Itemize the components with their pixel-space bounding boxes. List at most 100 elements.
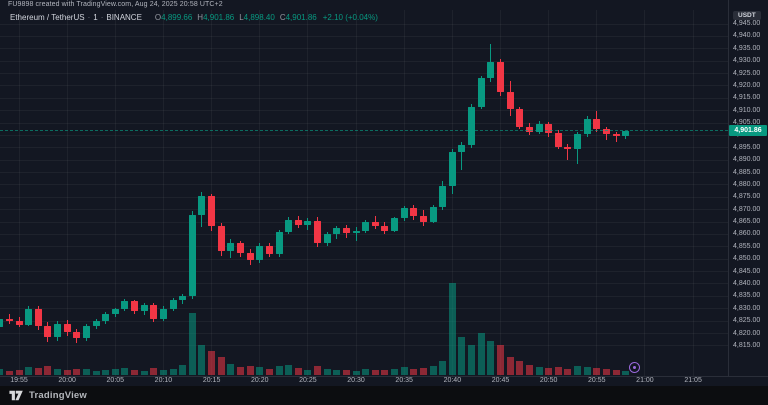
candle-body bbox=[169, 300, 177, 309]
candle-body bbox=[506, 92, 514, 110]
candle-body bbox=[111, 308, 119, 314]
gridline-h bbox=[0, 196, 728, 198]
candle-body bbox=[121, 301, 129, 309]
candle-body bbox=[92, 321, 100, 327]
candle-body bbox=[323, 234, 331, 244]
candle-wick bbox=[355, 227, 357, 241]
gridline-h bbox=[0, 320, 728, 322]
volume-bar bbox=[419, 368, 427, 375]
gridline-h bbox=[0, 209, 728, 211]
volume-bar bbox=[612, 370, 620, 375]
gridline-h bbox=[0, 271, 728, 273]
volume-bar bbox=[265, 369, 273, 375]
gridline-v bbox=[355, 10, 357, 376]
symbol-title[interactable]: Ethereum / TetherUS bbox=[10, 13, 85, 22]
gridline-v bbox=[162, 10, 164, 376]
price-tick-label: 4,860.00 bbox=[733, 230, 761, 238]
volume-bar bbox=[487, 341, 495, 375]
volume-bar bbox=[294, 368, 302, 375]
candle-body bbox=[314, 220, 322, 244]
time-tick-label: 20:00 bbox=[58, 377, 76, 384]
time-axis-border bbox=[0, 376, 768, 377]
price-tick-label: 4,920.00 bbox=[733, 81, 761, 89]
volume-bar bbox=[342, 370, 350, 375]
candle-body bbox=[554, 132, 562, 147]
candle-body bbox=[15, 321, 23, 325]
volume-bar bbox=[458, 337, 466, 375]
close-value: 4,901.86 bbox=[285, 13, 317, 22]
price-tick-label: 4,930.00 bbox=[733, 57, 761, 65]
candle-body bbox=[525, 126, 533, 132]
candle-body bbox=[275, 231, 283, 255]
gridline-h bbox=[0, 308, 728, 310]
volume-bar bbox=[439, 361, 447, 375]
volume-bar bbox=[545, 368, 553, 375]
candle-body bbox=[400, 208, 408, 219]
volume-bar bbox=[275, 366, 283, 375]
time-tick-label: 21:00 bbox=[636, 377, 654, 384]
gridline-v bbox=[211, 10, 213, 376]
gridline-h bbox=[0, 134, 728, 136]
volume-bar bbox=[131, 370, 139, 375]
interval-label[interactable]: 1 bbox=[93, 13, 98, 22]
gridline-h bbox=[0, 60, 728, 62]
gridline-v bbox=[500, 10, 501, 376]
candle-wick bbox=[567, 144, 569, 161]
gridline-v bbox=[307, 10, 309, 376]
gridline-v bbox=[259, 10, 261, 376]
low-label: L bbox=[239, 13, 244, 22]
gridline-v bbox=[596, 10, 598, 376]
price-tick-label: 4,875.00 bbox=[733, 193, 761, 201]
price-axis[interactable]: USDT 4,945.00 4,940.00 4,935.00 4,930.00 4,9… bbox=[729, 0, 768, 376]
volume-bar bbox=[102, 370, 110, 375]
event-marker-icon[interactable] bbox=[629, 362, 640, 373]
candle-body bbox=[535, 124, 543, 132]
volume-bar bbox=[506, 357, 514, 375]
candle-body bbox=[73, 332, 81, 339]
exchange-label[interactable]: BINANCE bbox=[106, 13, 142, 22]
volume-bar bbox=[54, 369, 62, 375]
volume-bar bbox=[304, 370, 312, 375]
volume-bar bbox=[497, 345, 504, 375]
candle-body bbox=[285, 219, 293, 232]
time-tick-label: 20:50 bbox=[539, 377, 558, 384]
price-tick-label: 4,840.00 bbox=[733, 279, 761, 287]
volume-bar bbox=[150, 368, 158, 375]
time-axis[interactable]: 19:55 20:00 20:05 20:10 20:15 20:20 20:25 20:30… bbox=[0, 377, 768, 386]
volume-bar bbox=[323, 369, 331, 375]
candle-body bbox=[265, 245, 273, 255]
volume-bar bbox=[535, 367, 543, 375]
price-tick-label: 4,870.00 bbox=[733, 205, 761, 213]
price-tick-label: 4,850.00 bbox=[733, 255, 761, 263]
gridline-v bbox=[403, 10, 405, 376]
volume-bar bbox=[391, 369, 399, 375]
candle-body bbox=[25, 308, 33, 325]
candle-wick bbox=[461, 141, 463, 171]
gridline-h bbox=[0, 110, 728, 112]
volume-bar bbox=[140, 371, 148, 375]
candle-body bbox=[159, 308, 167, 319]
volume-bar bbox=[236, 367, 244, 375]
volume-bar bbox=[583, 367, 591, 375]
currency-unit-badge: USDT bbox=[733, 11, 761, 20]
volume-bar bbox=[371, 370, 379, 375]
candle-body bbox=[371, 222, 379, 226]
volume-bar bbox=[564, 369, 572, 375]
tradingview-wordmark[interactable]: TradingView bbox=[29, 390, 87, 401]
volume-bar bbox=[593, 368, 601, 375]
price-tick-label: 4,915.00 bbox=[733, 94, 761, 102]
candle-body bbox=[0, 318, 4, 328]
time-tick-label: 19:55 bbox=[10, 377, 28, 384]
volume-bar bbox=[246, 366, 254, 375]
gridline-h bbox=[0, 345, 728, 347]
volume-bar bbox=[622, 371, 630, 375]
candle-body bbox=[391, 218, 399, 231]
candle-body bbox=[410, 208, 418, 216]
candle-body bbox=[246, 253, 254, 261]
candle-body bbox=[217, 225, 225, 251]
volume-bar bbox=[111, 369, 119, 375]
price-tick-label: 4,830.00 bbox=[733, 304, 761, 312]
volume-bar bbox=[5, 371, 13, 375]
tradingview-logo-icon[interactable] bbox=[9, 390, 24, 401]
